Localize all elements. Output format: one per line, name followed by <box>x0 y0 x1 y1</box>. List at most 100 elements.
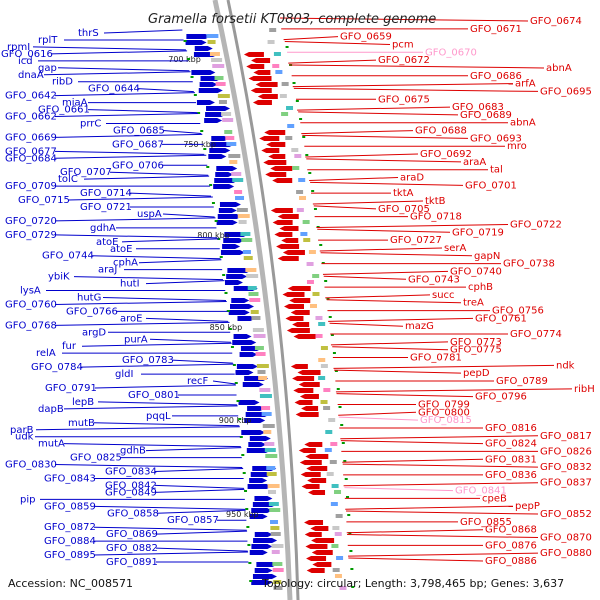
ruler-tick <box>244 490 248 492</box>
right-gene-label: pepD <box>463 368 490 379</box>
reverse-gene-feature <box>290 364 308 369</box>
right-leader-line <box>309 177 399 182</box>
right-gene-label: GFO_0789 <box>496 376 548 387</box>
annotation-bar <box>253 334 266 338</box>
forward-gene-feature <box>191 70 216 75</box>
reverse-gene-feature <box>299 394 319 399</box>
left-gene-label: gldI <box>115 369 133 380</box>
left-leader-line <box>50 50 188 55</box>
left-leader-line <box>102 297 227 301</box>
annotation-bar <box>236 208 248 212</box>
annotation-bar <box>262 424 275 428</box>
left-gene-label: GFO_0760 <box>5 299 57 310</box>
forward-gene-feature <box>241 430 266 435</box>
annotation-bar <box>268 502 279 506</box>
forward-gene-feature <box>215 172 234 177</box>
annotation-bar <box>323 388 331 392</box>
reverse-gene-feature <box>255 82 278 87</box>
left-leader-line <box>54 154 207 159</box>
reverse-gene-feature <box>298 448 316 453</box>
ruler-tick <box>336 388 340 390</box>
ruler-tick <box>349 550 353 552</box>
reverse-gene-feature <box>276 244 300 249</box>
reverse-gene-feature <box>305 544 328 549</box>
left-gene-label: GFO_0766 <box>66 306 118 317</box>
left-leader-line <box>154 468 244 473</box>
right-gene-label: GFO_0855 <box>460 517 512 528</box>
annotation-bar <box>291 148 299 152</box>
reverse-gene-feature <box>289 298 311 303</box>
annotation-bar <box>241 238 253 242</box>
annotation-bar <box>264 442 275 446</box>
right-gene-label: GFO_0719 <box>452 227 504 238</box>
left-leader-line <box>80 363 234 368</box>
reverse-gene-feature <box>283 304 304 309</box>
annotation-bar <box>256 364 269 368</box>
forward-gene-feature <box>218 208 237 213</box>
right-leader-line <box>298 111 459 116</box>
reverse-gene-feature <box>253 70 271 75</box>
left-leader-line <box>162 129 202 134</box>
forward-gene-feature <box>249 478 268 483</box>
left-gene-label: dnaA <box>18 70 44 81</box>
annotation-bar <box>273 580 282 584</box>
left-leader-line <box>97 401 238 406</box>
annotation-bar <box>309 304 317 308</box>
annotation-bar <box>245 268 257 272</box>
right-gene-label: GFO_0743 <box>408 274 460 285</box>
annotation-bar <box>335 514 343 518</box>
right-gene-label: GFO_0705 <box>378 204 430 215</box>
ruler-tick <box>346 496 350 498</box>
reverse-gene-feature <box>272 220 293 225</box>
right-gene-label: GFO_0692 <box>420 149 472 160</box>
ruler-tick <box>305 154 309 156</box>
annotation-bar <box>266 472 277 476</box>
right-leader-line <box>297 106 451 111</box>
ruler-tick <box>224 292 228 294</box>
left-leader-line <box>137 88 194 93</box>
left-leader-line <box>54 133 203 138</box>
reverse-gene-feature <box>310 526 329 531</box>
forward-gene-feature <box>248 442 267 447</box>
left-gene-label: tolC <box>58 174 78 185</box>
reverse-gene-feature <box>282 250 305 255</box>
forward-gene-feature <box>235 370 254 375</box>
right-gene-label: GFO_0831 <box>485 454 537 465</box>
left-gene-label: GFO_0709 <box>5 181 57 192</box>
left-gene-label: ribD <box>52 77 73 88</box>
forward-gene-feature <box>250 472 272 477</box>
forward-gene-feature <box>226 274 248 279</box>
right-leader-line <box>323 275 407 280</box>
forward-gene-feature <box>249 514 268 519</box>
right-gene-label: GFO_0761 <box>475 313 527 324</box>
ruler-tick <box>238 418 242 420</box>
accession-label: Accession: NC_008571 <box>8 577 133 590</box>
reverse-gene-feature <box>306 466 328 471</box>
left-gene-label: parB <box>10 425 34 436</box>
reverse-gene-feature <box>304 520 324 525</box>
left-leader-line <box>91 255 221 260</box>
annotation-bar <box>318 376 326 380</box>
annotation-bar <box>259 394 272 398</box>
right-leader-line <box>344 487 454 492</box>
left-leader-line <box>54 92 195 97</box>
annotation-bar <box>234 190 243 194</box>
summary-label: Topology: circular; Length: 3,798,465 bp… <box>261 577 564 590</box>
left-gene-label: atoE <box>110 244 133 255</box>
left-leader-line <box>149 338 231 343</box>
right-leader-line <box>329 322 404 327</box>
annotation-bar <box>326 472 334 476</box>
right-gene-label: GFO_0799 <box>418 399 470 410</box>
reverse-gene-feature <box>274 232 293 237</box>
reverse-gene-feature <box>268 154 286 159</box>
left-leader-line <box>73 276 223 281</box>
ruler-tick <box>311 190 315 192</box>
left-gene-label: atoE <box>96 237 119 248</box>
right-leader-line <box>284 40 391 45</box>
annotation-bar <box>332 568 340 572</box>
right-leader-line <box>312 200 424 205</box>
right-gene-label: GFO_0738 <box>503 259 555 270</box>
reverse-gene-feature <box>312 562 332 567</box>
annotation-bar <box>206 34 219 38</box>
right-leader-line <box>346 510 539 515</box>
